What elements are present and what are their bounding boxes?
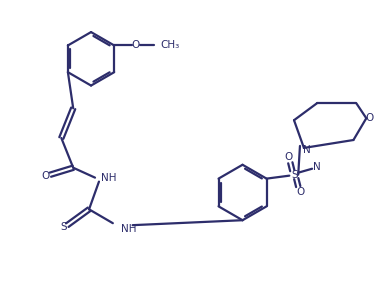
- Text: NH: NH: [121, 224, 136, 234]
- Text: CH₃: CH₃: [161, 40, 180, 50]
- Text: NH: NH: [101, 173, 116, 183]
- Text: O: O: [365, 113, 374, 123]
- Text: O: O: [296, 188, 304, 197]
- Text: S: S: [291, 170, 298, 180]
- Text: S: S: [60, 222, 67, 232]
- Text: O: O: [42, 171, 50, 181]
- Text: N: N: [303, 145, 311, 155]
- Text: N: N: [313, 162, 321, 172]
- Text: O: O: [284, 152, 292, 162]
- Text: O: O: [132, 40, 140, 50]
